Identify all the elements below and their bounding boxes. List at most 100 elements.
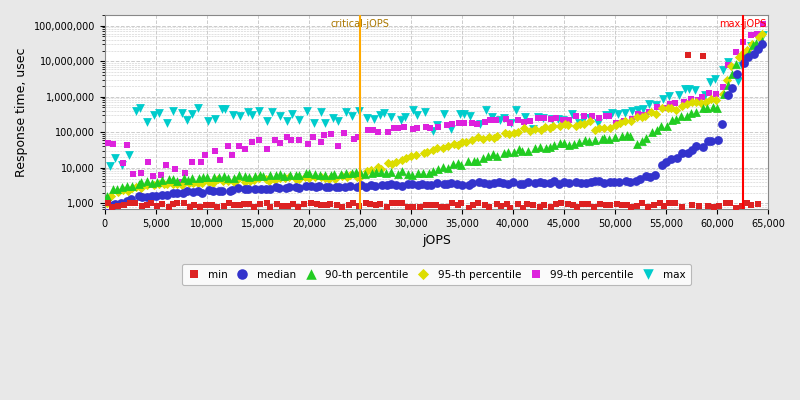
- 99-th percentile: [120, 142, 133, 148]
- max: [526, 126, 539, 132]
- 90-th percentile: [756, 38, 769, 44]
- min: [324, 200, 337, 207]
- max: [752, 33, 765, 40]
- median: [487, 180, 500, 186]
- median: [249, 185, 262, 192]
- 90-th percentile: [146, 180, 158, 186]
- min: [751, 201, 764, 208]
- min: [292, 204, 305, 210]
- 90-th percentile: [615, 133, 628, 139]
- min: [386, 200, 398, 206]
- min: [600, 202, 613, 208]
- 95-th percentile: [681, 101, 694, 107]
- 99-th percentile: [452, 120, 465, 126]
- 90-th percentile: [186, 175, 198, 182]
- max: [367, 116, 380, 122]
- min: [162, 204, 175, 210]
- 99-th percentile: [557, 116, 570, 123]
- min: [663, 200, 676, 206]
- 95-th percentile: [303, 175, 316, 181]
- median: [570, 178, 582, 185]
- 95-th percentile: [252, 175, 265, 181]
- 90-th percentile: [701, 104, 714, 111]
- min: [550, 201, 562, 208]
- max: [234, 113, 246, 120]
- median: [125, 196, 138, 203]
- 90-th percentile: [426, 167, 439, 174]
- max: [378, 110, 390, 117]
- max: [166, 108, 179, 115]
- 90-th percentile: [412, 170, 425, 176]
- 90-th percentile: [548, 142, 561, 148]
- 99-th percentile: [293, 137, 306, 143]
- 95-th percentile: [686, 99, 698, 106]
- 90-th percentile: [197, 173, 210, 180]
- 95-th percentile: [244, 178, 257, 185]
- 95-th percentile: [705, 96, 718, 102]
- 99-th percentile: [750, 30, 763, 37]
- 99-th percentile: [538, 115, 550, 121]
- median: [483, 180, 496, 187]
- 99-th percentile: [592, 115, 605, 122]
- max: [394, 116, 407, 123]
- 90-th percentile: [370, 169, 382, 175]
- 90-th percentile: [350, 169, 362, 176]
- 99-th percentile: [599, 113, 612, 119]
- min: [233, 202, 246, 208]
- median: [279, 185, 292, 192]
- 95-th percentile: [544, 125, 557, 132]
- max: [643, 100, 656, 107]
- 99-th percentile: [155, 172, 168, 179]
- 90-th percentile: [110, 185, 123, 192]
- 90-th percentile: [201, 174, 214, 180]
- max: [480, 107, 493, 114]
- 95-th percentile: [610, 122, 622, 128]
- 95-th percentile: [710, 97, 722, 104]
- min: [248, 204, 261, 211]
- max: [537, 115, 550, 121]
- min: [374, 200, 386, 207]
- 99-th percentile: [398, 124, 410, 130]
- 99-th percentile: [281, 134, 294, 140]
- median: [141, 194, 154, 200]
- median: [438, 181, 450, 188]
- 95-th percentile: [374, 166, 387, 172]
- median: [421, 182, 434, 188]
- median: [730, 71, 743, 78]
- max: [202, 118, 215, 124]
- 99-th percentile: [179, 170, 192, 176]
- median: [445, 180, 458, 186]
- 99-th percentile: [116, 159, 129, 166]
- median: [552, 180, 565, 187]
- 95-th percentile: [350, 174, 363, 180]
- max: [438, 111, 450, 117]
- min: [631, 203, 644, 209]
- 95-th percentile: [538, 124, 551, 130]
- 95-th percentile: [290, 176, 302, 182]
- median: [186, 189, 199, 196]
- median: [216, 188, 229, 195]
- 90-th percentile: [402, 171, 414, 177]
- median: [231, 185, 244, 192]
- max: [274, 112, 286, 119]
- 99-th percentile: [632, 111, 645, 118]
- 99-th percentile: [512, 117, 525, 123]
- median: [305, 183, 318, 189]
- max: [218, 106, 231, 112]
- min: [276, 203, 289, 209]
- 99-th percentile: [642, 109, 655, 116]
- 95-th percentile: [308, 174, 321, 180]
- 95-th percentile: [603, 125, 616, 131]
- min: [360, 200, 373, 206]
- 99-th percentile: [186, 159, 198, 165]
- max: [180, 116, 193, 123]
- min: [538, 202, 550, 208]
- median: [254, 186, 267, 192]
- Text: max-jOPS: max-jOPS: [719, 19, 766, 29]
- 99-th percentile: [367, 127, 380, 133]
- 90-th percentile: [497, 150, 510, 156]
- min: [621, 202, 634, 208]
- 95-th percentile: [130, 184, 142, 191]
- 95-th percentile: [488, 135, 501, 141]
- median: [213, 187, 226, 194]
